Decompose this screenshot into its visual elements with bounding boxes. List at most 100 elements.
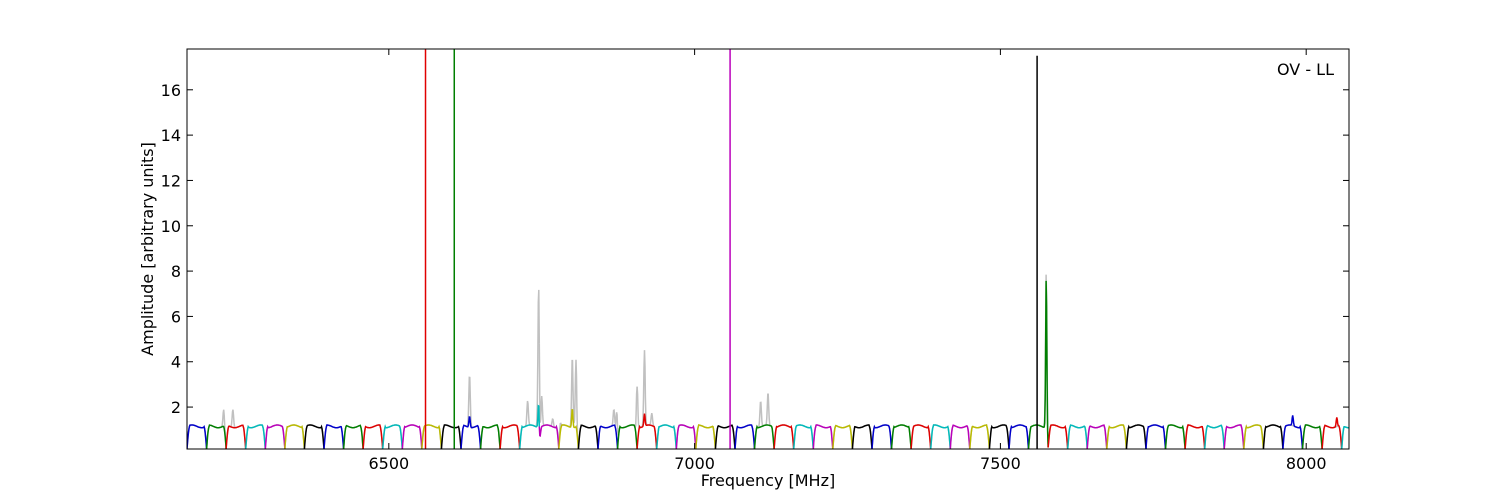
raw-band-0 bbox=[187, 424, 208, 449]
calibrated-band-20 bbox=[577, 424, 599, 449]
calibrated-band-33 bbox=[832, 424, 854, 449]
calibrated-band-24 bbox=[655, 424, 678, 449]
calibrated-band-51 bbox=[1184, 424, 1206, 449]
baseline-annotation: OV - LL bbox=[1277, 60, 1334, 79]
calibrated-band-31 bbox=[792, 424, 815, 449]
calibrated-band-35 bbox=[871, 424, 893, 449]
calibrated-band-59 bbox=[1340, 425, 1349, 449]
raw-band-39 bbox=[949, 424, 971, 449]
calibrated-band-53 bbox=[1223, 424, 1245, 449]
vertical-lines-layer bbox=[424, 49, 1038, 449]
calibrated-band-11 bbox=[401, 424, 423, 449]
calibrated-band-27 bbox=[714, 424, 736, 449]
calibrated-band-30 bbox=[773, 424, 795, 449]
calibrated-band-18 bbox=[538, 424, 560, 449]
raw-band-33 bbox=[832, 424, 854, 449]
y-axis-ticks: 2 4 6 8 10 12 14 16 bbox=[161, 81, 1349, 417]
raw-band-3 bbox=[244, 424, 267, 449]
calibrated-band-57 bbox=[1301, 424, 1323, 449]
raw-band-11 bbox=[401, 424, 423, 449]
raw-band-49 bbox=[1145, 424, 1167, 449]
raw-band-57 bbox=[1301, 424, 1323, 449]
raw-band-40 bbox=[969, 424, 991, 449]
calibrated-band-23 bbox=[636, 413, 658, 449]
calibrated-band-42 bbox=[1008, 424, 1030, 449]
calibrated-band-1 bbox=[205, 424, 227, 449]
calibrated-band-25 bbox=[675, 424, 697, 449]
calibrated-band-8 bbox=[342, 424, 364, 449]
raw-band-20 bbox=[577, 424, 599, 449]
raw-band-14 bbox=[460, 376, 482, 449]
y-tick-label-12: 12 bbox=[161, 171, 181, 190]
calibrated-band-15 bbox=[479, 424, 501, 449]
raw-band-4 bbox=[264, 424, 286, 449]
calibrated-band-54 bbox=[1243, 424, 1265, 449]
calibrated-band-47 bbox=[1106, 424, 1128, 449]
calibrated-band-21 bbox=[597, 424, 619, 449]
calibrated-band-43 bbox=[1027, 280, 1049, 449]
calibrated-band-34 bbox=[851, 424, 873, 449]
calibrated-band-58 bbox=[1321, 417, 1343, 449]
raw-band-59 bbox=[1340, 425, 1349, 449]
calibrated-band-16 bbox=[499, 424, 521, 449]
x-tick-label-7500: 7500 bbox=[980, 454, 1021, 473]
raw-band-50 bbox=[1164, 424, 1186, 449]
calibrated-band-29 bbox=[753, 424, 775, 449]
calibrated-band-0 bbox=[187, 424, 208, 449]
calibrated-band-32 bbox=[812, 424, 834, 449]
calibrated-band-13 bbox=[440, 424, 462, 449]
raw-band-12 bbox=[421, 424, 443, 449]
calibrated-band-48 bbox=[1125, 424, 1147, 449]
y-axis-label: Amplitude [arbitrary units] bbox=[138, 142, 157, 356]
x-tick-label-6500: 6500 bbox=[368, 454, 409, 473]
raw-band-34 bbox=[851, 424, 873, 449]
calibrated-band-6 bbox=[303, 424, 325, 449]
raw-band-36 bbox=[890, 424, 912, 449]
raw-band-32 bbox=[812, 424, 834, 449]
calibrated-band-41 bbox=[988, 424, 1010, 449]
calibrated-band-36 bbox=[890, 424, 912, 449]
calibrated-band-14 bbox=[460, 416, 482, 449]
x-axis-ticks: 6500 7000 7500 8000 bbox=[368, 49, 1327, 473]
calibrated-band-2 bbox=[225, 424, 247, 449]
raw-band-29 bbox=[753, 393, 775, 449]
calibrated-band-22 bbox=[616, 424, 638, 449]
y-tick-label-6: 6 bbox=[171, 307, 181, 326]
raw-band-7 bbox=[323, 424, 345, 449]
calibrated-band-37 bbox=[910, 424, 932, 449]
y-tick-label-10: 10 bbox=[161, 217, 181, 236]
raw-band-45 bbox=[1066, 424, 1088, 449]
raw-band-10 bbox=[381, 424, 404, 449]
raw-band-15 bbox=[479, 424, 501, 449]
calibrated-band-7 bbox=[323, 424, 345, 449]
raw-band-23 bbox=[636, 350, 658, 449]
calibrated-band-17 bbox=[518, 404, 541, 449]
raw-band-6 bbox=[303, 424, 325, 449]
raw-band-21 bbox=[597, 409, 619, 449]
calibrated-band-55 bbox=[1262, 424, 1284, 449]
calibrated-band-19 bbox=[558, 409, 580, 449]
x-tick-label-8000: 8000 bbox=[1286, 454, 1327, 473]
calibrated-band-9 bbox=[362, 424, 384, 449]
y-tick-label-16: 16 bbox=[161, 81, 181, 100]
raw-band-47 bbox=[1106, 424, 1128, 449]
raw-band-26 bbox=[695, 424, 717, 449]
raw-band-2 bbox=[225, 409, 247, 449]
raw-band-38 bbox=[929, 424, 952, 449]
calibrated-band-26 bbox=[695, 424, 717, 449]
plot-frame bbox=[186, 48, 1350, 450]
raw-band-13 bbox=[440, 424, 462, 449]
calibrated-band-44 bbox=[1047, 424, 1069, 449]
calibrated-band-10 bbox=[381, 424, 404, 449]
y-tick-label-2: 2 bbox=[171, 398, 181, 417]
raw-band-54 bbox=[1243, 424, 1265, 449]
calibrated-band-38 bbox=[929, 424, 952, 449]
raw-band-46 bbox=[1086, 424, 1108, 449]
raw-band-41 bbox=[988, 424, 1010, 449]
calibrated-band-49 bbox=[1145, 424, 1167, 449]
calibrated-band-39 bbox=[949, 424, 971, 449]
raw-band-5 bbox=[284, 424, 306, 449]
raw-band-44 bbox=[1047, 424, 1069, 449]
raw-band-16 bbox=[499, 424, 521, 449]
